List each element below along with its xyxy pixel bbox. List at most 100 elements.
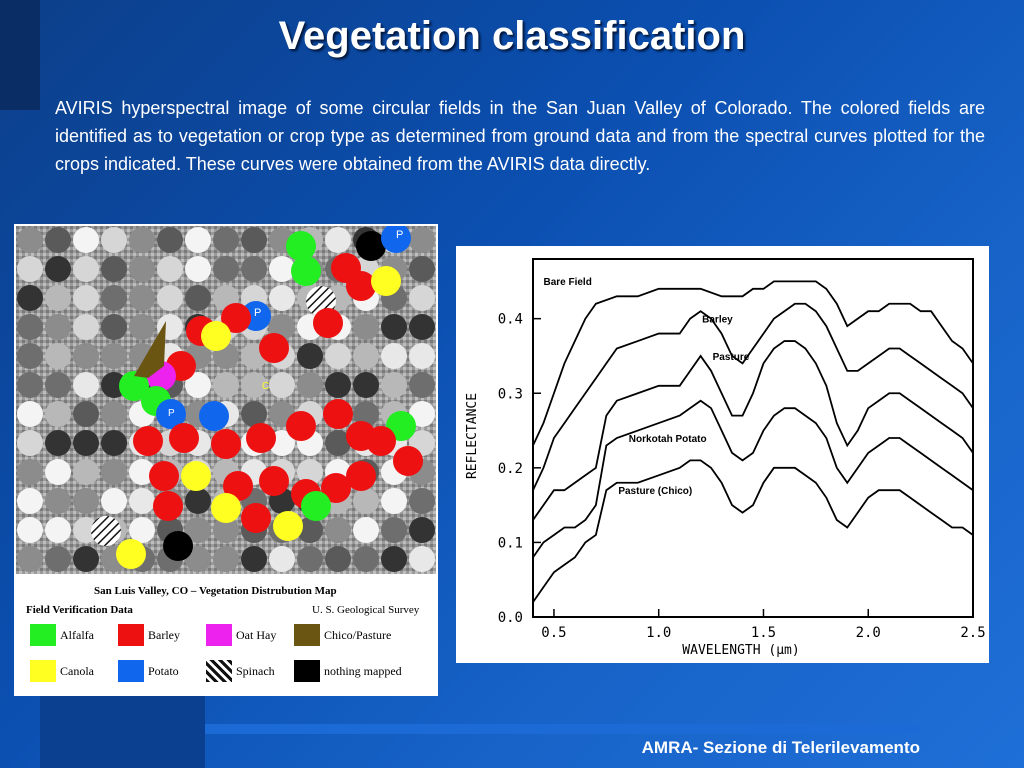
legend-item-canola: Canola [30,660,94,682]
background-field [409,401,435,427]
spectral-chart-panel: 0.5 1.0 1.5 2.0 2.5 0.0 0.1 0.2 0.3 0.4 Bare Fiel… [456,246,989,663]
background-field [129,517,155,543]
background-field [213,372,239,398]
background-field [213,546,239,572]
background-field [185,227,211,253]
legend-item-spinach: Spinach [206,660,275,682]
legend-item-chico-pasture: Chico/Pasture [294,624,391,646]
y-axis-label: REFLECTANCE [465,393,480,479]
background-field [381,372,407,398]
background-field [213,227,239,253]
series-lines [532,280,974,603]
background-field [101,430,127,456]
x-tick-label: 2.0 [856,625,881,641]
background-field [73,227,99,253]
background-field [409,517,435,543]
legend-swatch-spinach [206,660,232,682]
background-field [353,488,379,514]
background-field [325,546,351,572]
x-tick-label: 1.5 [751,625,776,641]
background-field [129,256,155,282]
map-field-label: Field Verification Data [26,604,133,616]
x-tick-label: 0.5 [541,625,566,641]
crop-field [149,461,179,491]
x-axis-label: WAVELENGTH (μm) [682,643,799,658]
background-field [101,256,127,282]
legend-label: nothing mapped [324,663,402,678]
background-field [17,459,43,485]
crop-field [346,271,376,301]
crop-field [116,539,146,569]
background-field [325,227,351,253]
crop-field [133,426,163,456]
crop-field [393,446,423,476]
background-field [241,546,267,572]
footer-credit: AMRA- Sezione di Telerilevamento [641,738,920,757]
footer-left-bar [40,690,205,768]
background-field [17,256,43,282]
background-field [353,314,379,340]
crop-field [181,461,211,491]
y-tick-label: 0.0 [498,610,523,626]
y-tick-label: 0.2 [498,461,523,477]
series-line [532,459,974,603]
background-field [297,372,323,398]
crop-field [241,503,271,533]
background-field [353,401,379,427]
map-marker-p: P [168,408,175,419]
background-field [101,343,127,369]
y-tick-label: 0.3 [498,386,523,402]
background-field [73,372,99,398]
background-field [45,488,71,514]
background-field [45,517,71,543]
background-field [129,488,155,514]
vegetation-map-panel: P P P C San Luis Valley, CO – Vegetation… [14,224,438,696]
slide-description: AVIRIS hyperspectral image of some circu… [55,98,985,174]
crop-field [259,466,289,496]
aerial-image: P P P C [16,226,436,574]
background-field [157,256,183,282]
series-label: Norkotah Potato [629,434,707,445]
y-tick-label: 0.1 [498,535,523,551]
map-source-label: U. S. Geological Survey [312,604,420,616]
background-field [101,227,127,253]
background-field [45,430,71,456]
legend-swatch-chico-pasture [294,624,320,646]
map-caption-title: San Luis Valley, CO – Vegetation Distrub… [94,585,337,597]
legend-swatch-nothing-mapped [294,660,320,682]
background-field [73,314,99,340]
legend-item-barley: Barley [118,624,180,646]
background-field [101,401,127,427]
background-field [381,488,407,514]
background-field [129,227,155,253]
map-marker-p: P [254,307,261,319]
legend-item-nothing-mapped: nothing mapped [294,660,402,682]
crop-field [199,401,229,431]
crop-field [163,531,193,561]
crop-field [321,473,351,503]
background-field [269,372,295,398]
background-field [73,488,99,514]
background-field [17,314,43,340]
legend-item-potato: Potato [118,660,179,682]
background-field [17,227,43,253]
legend-label: Potato [148,663,179,678]
series-label: Pasture [713,352,750,363]
legend-label: Barley [148,627,180,642]
background-field [185,488,211,514]
background-field [185,256,211,282]
background-field [353,546,379,572]
background-field [409,488,435,514]
background-field [73,459,99,485]
background-field [297,343,323,369]
crop-field [381,226,411,253]
background-field [381,517,407,543]
crop-field [153,491,183,521]
background-field [353,372,379,398]
map-marker-p: P [396,229,403,241]
series-label: Pasture (Chico) [618,486,692,497]
axis-ticks: 0.5 1.0 1.5 2.0 2.5 0.0 0.1 0.2 0.3 0.4 [498,312,986,641]
map-marker-c: C [262,381,269,392]
background-field [213,256,239,282]
background-field [269,285,295,311]
